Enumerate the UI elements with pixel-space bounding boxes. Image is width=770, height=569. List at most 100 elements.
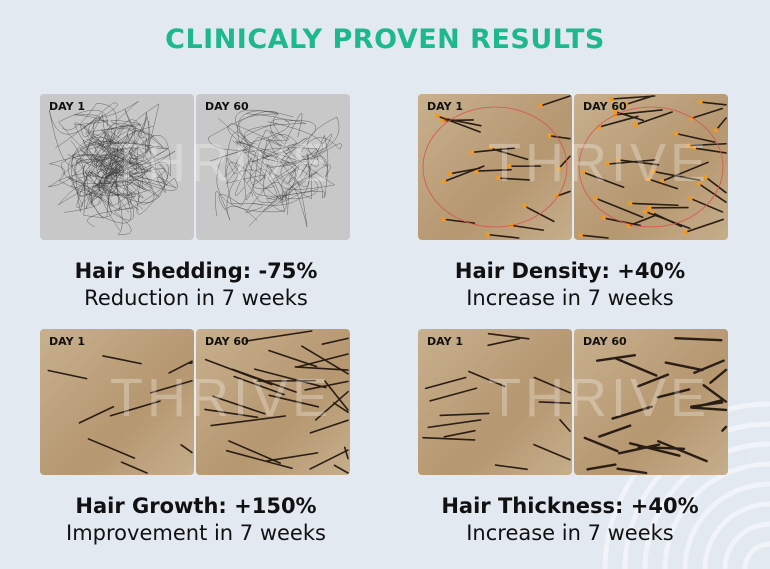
follicle-marker: [609, 97, 614, 102]
follicle-marker: [646, 177, 651, 182]
hair-strand: [233, 375, 285, 396]
shed-hair: [227, 140, 278, 203]
hair-strand: [610, 95, 656, 100]
hair-strand: [47, 369, 88, 380]
hair-strand: [690, 107, 724, 120]
hair-strand: [309, 419, 349, 434]
hair-strand: [652, 170, 701, 182]
hair-strand: [87, 438, 136, 459]
follicle-marker: [556, 166, 561, 171]
hair-strand: [427, 419, 482, 429]
hair-strand: [102, 355, 142, 365]
hair-strand: [709, 368, 728, 384]
hair-strand: [436, 115, 481, 133]
follicle-marker: [601, 216, 606, 221]
hair-strand: [615, 357, 658, 377]
shed-hair: [234, 143, 266, 201]
follicle-marker: [659, 179, 664, 184]
follicle-marker: [488, 146, 493, 151]
follicle-marker: [647, 205, 652, 210]
hair-strand: [204, 408, 259, 419]
hair-strand: [699, 101, 727, 106]
fingerprint-ring: [642, 441, 770, 569]
follicle-marker: [713, 128, 718, 133]
hair-strand: [486, 233, 520, 239]
photo-texture: [204, 330, 349, 474]
hair-strand: [715, 117, 727, 132]
measurement-area: [422, 106, 568, 228]
hair-strand: [614, 109, 663, 116]
follicle-marker: [485, 232, 490, 237]
growth-comparison: DAY 1 DAY 60: [40, 329, 350, 475]
follicle-marker: [442, 179, 447, 184]
shed-hair: [58, 109, 128, 169]
hair-strand: [697, 182, 727, 204]
hair-strand: [644, 210, 691, 230]
shed-hair: [244, 113, 306, 144]
hair-strand: [301, 345, 349, 375]
follicle-marker: [547, 133, 552, 138]
shed-hair: [235, 140, 290, 186]
follicle-marker: [623, 102, 628, 107]
shed-hair: [92, 137, 132, 204]
hair-strand: [557, 155, 571, 170]
follicle-marker: [496, 176, 501, 181]
shed-hair: [74, 159, 114, 208]
hair-strand: [606, 159, 656, 165]
after-label: DAY 60: [583, 100, 627, 113]
hair-strand: [721, 425, 728, 432]
hair-strand: [523, 205, 555, 223]
shed-hair: [209, 148, 286, 213]
hair-strand: [702, 384, 728, 403]
hair-strand: [616, 467, 648, 475]
hair-strand: [661, 161, 709, 182]
hair-strand: [296, 353, 349, 368]
follicle-marker: [643, 209, 648, 214]
shed-hair: [97, 127, 136, 175]
follicle-marker: [633, 122, 638, 127]
follicle-marker: [605, 162, 610, 167]
watermark: THRIVE: [110, 133, 333, 193]
after-label: DAY 60: [205, 335, 249, 348]
after-photo: DAY 60: [574, 94, 728, 240]
follicle-marker: [448, 171, 453, 176]
growth-title: Hair Growth: +150%: [75, 494, 317, 518]
before-label: DAY 1: [49, 335, 86, 348]
hair-strand: [429, 387, 478, 402]
watermark: THRIVE: [110, 368, 333, 428]
hair-strand: [333, 464, 349, 474]
follicle-marker: [689, 116, 694, 121]
before-photo: DAY 1: [418, 329, 572, 475]
hair-strand: [471, 147, 515, 154]
hair-strand: [629, 202, 679, 207]
hair-strand: [675, 132, 716, 143]
follicle-marker: [435, 114, 440, 119]
shed-hair: [70, 140, 112, 207]
shed-hair: [252, 152, 310, 211]
hair-strand: [539, 95, 571, 107]
hair-strand: [533, 443, 571, 461]
photo-texture: [48, 101, 178, 235]
shed-hair: [122, 103, 169, 175]
density-subtitle: Increase in 7 weeks: [466, 286, 674, 310]
follicle-marker: [692, 146, 697, 151]
follicle-marker: [507, 164, 512, 169]
thickness-title: Hair Thickness: +40%: [441, 494, 699, 518]
hair-strand: [625, 95, 654, 106]
after-photo: DAY 60: [574, 329, 728, 475]
hair-strand: [583, 436, 619, 453]
follicle-marker: [688, 196, 693, 201]
hair-strand: [422, 436, 476, 441]
hair-strand: [443, 429, 476, 438]
hair-strand: [548, 135, 571, 140]
density-comparison: DAY 1 DAY 60: [418, 94, 728, 240]
follicle-marker: [578, 233, 583, 238]
hair-strand: [424, 376, 467, 390]
hair-strand: [693, 359, 725, 374]
shedding-subtitle: Reduction in 7 weeks: [84, 286, 308, 310]
hair-strand: [497, 177, 531, 181]
shed-hair: [252, 163, 318, 201]
hair-strand: [664, 361, 704, 372]
hair-strand: [582, 171, 625, 189]
hair-strand: [487, 332, 530, 340]
